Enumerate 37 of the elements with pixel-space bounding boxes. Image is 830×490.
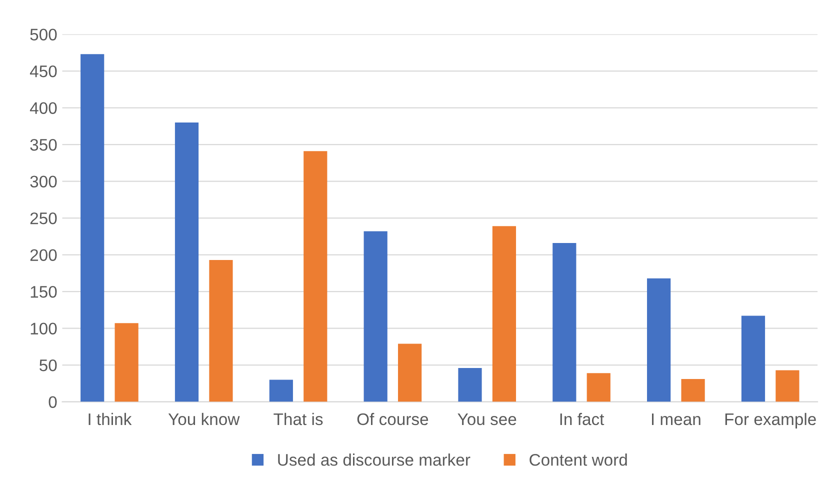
bar xyxy=(304,151,328,402)
y-tick-label: 500 xyxy=(30,28,57,41)
x-tick-label: I think xyxy=(88,412,132,426)
bar xyxy=(114,323,138,402)
bar xyxy=(80,54,104,402)
bar xyxy=(269,380,293,402)
x-tick-label: In fact xyxy=(560,412,604,426)
y-tick-label: 200 xyxy=(30,249,57,262)
bar xyxy=(741,316,766,402)
y-tick-label: 0 xyxy=(48,396,57,408)
y-tick-label: 400 xyxy=(30,102,57,114)
bar xyxy=(364,231,388,402)
y-tick-label: 150 xyxy=(30,286,57,298)
x-tick-label: That is xyxy=(274,412,323,426)
bar xyxy=(647,278,671,402)
x-tick-label: You see xyxy=(458,414,516,426)
bar xyxy=(209,260,233,402)
x-tick-label: Of course xyxy=(357,412,428,426)
bar xyxy=(458,368,482,402)
x-tick-label: You know xyxy=(168,412,240,426)
legend-label: Content word xyxy=(530,454,627,466)
bar xyxy=(776,370,800,402)
bar xyxy=(492,226,516,402)
bar xyxy=(398,344,422,402)
x-tick-label: I mean xyxy=(652,414,700,426)
bar xyxy=(586,373,610,402)
y-tick-label: 250 xyxy=(30,212,57,224)
y-tick-label: 450 xyxy=(30,65,57,78)
bar xyxy=(552,243,576,402)
y-tick-label: 350 xyxy=(30,138,57,151)
legend-label: Used as discourse marker xyxy=(278,454,470,466)
y-tick-label: 100 xyxy=(30,322,57,335)
y-tick-label: 50 xyxy=(40,359,57,372)
y-tick-label: 300 xyxy=(30,176,57,188)
x-tick-label: For example xyxy=(725,412,816,428)
bar xyxy=(174,122,199,402)
bar xyxy=(681,379,705,402)
